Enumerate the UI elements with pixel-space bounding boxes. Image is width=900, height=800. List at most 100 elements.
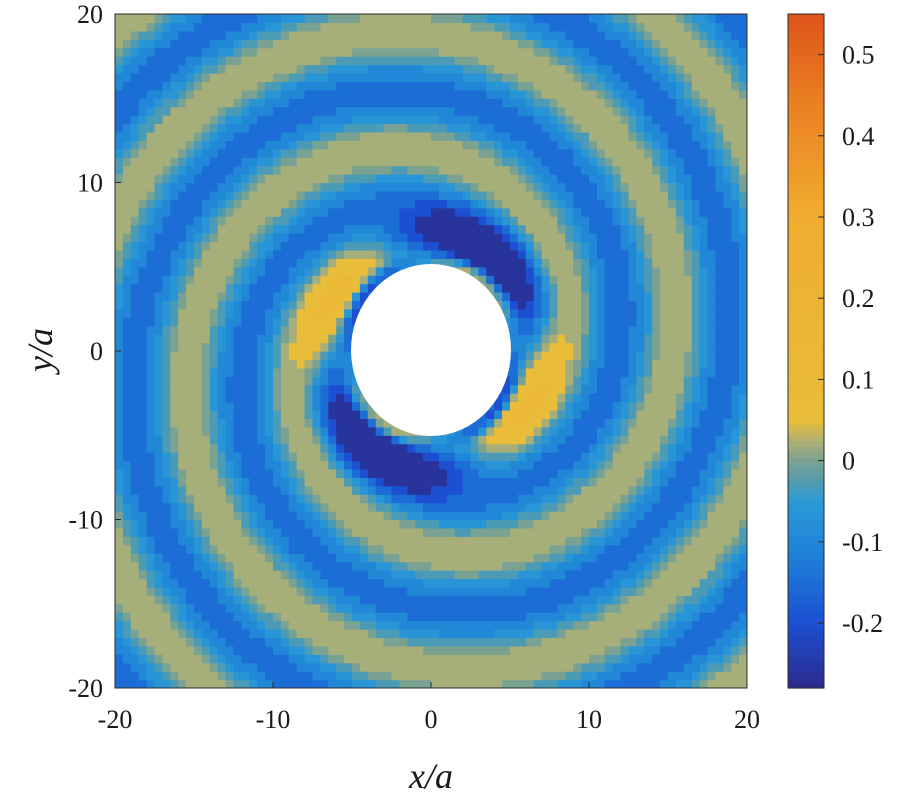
heatmap-cell (217, 376, 227, 386)
heatmap-cell (178, 595, 187, 605)
heatmap-cell (549, 64, 558, 74)
heatmap-cell (241, 131, 250, 141)
heatmap-cell (596, 595, 606, 605)
heatmap-cell (391, 190, 400, 200)
heatmap-cell (130, 233, 140, 243)
heatmap-cell (122, 325, 132, 335)
heatmap-cell (320, 654, 329, 664)
heatmap-cell (415, 662, 424, 672)
heatmap-cell (257, 477, 266, 487)
heatmap-cell (265, 317, 274, 327)
heatmap-cell (344, 460, 353, 470)
heatmap-cell (146, 123, 156, 133)
heatmap-cell (201, 14, 211, 24)
heatmap-cell (288, 292, 298, 302)
heatmap-cell (233, 452, 242, 462)
heatmap-cell (502, 22, 511, 32)
heatmap-cell (541, 586, 551, 596)
heatmap-cell (470, 586, 479, 596)
heatmap-cell (233, 292, 242, 302)
heatmap-cell (296, 359, 306, 369)
heatmap-cell (486, 553, 495, 563)
heatmap-cell (438, 174, 448, 184)
heatmap-cell (431, 148, 440, 158)
heatmap-cell (478, 275, 487, 285)
heatmap-cell (541, 645, 551, 655)
heatmap-cell (604, 603, 614, 613)
heatmap-cell (462, 216, 472, 226)
heatmap-cell (391, 224, 400, 234)
heatmap-cell (573, 14, 582, 24)
heatmap-cell (344, 393, 353, 403)
heatmap-cell (517, 654, 527, 664)
heatmap-cell (533, 671, 543, 681)
heatmap-cell (407, 511, 416, 521)
heatmap-cell (201, 629, 211, 639)
heatmap-cell (359, 452, 369, 462)
heatmap-cell (186, 359, 195, 369)
heatmap-cell (320, 485, 329, 495)
heatmap-cell (328, 64, 337, 74)
heatmap-cell (533, 72, 543, 82)
heatmap-cell (423, 233, 432, 243)
heatmap-cell (201, 140, 211, 150)
heatmap-cell (336, 224, 345, 234)
heatmap-cell (391, 199, 400, 209)
heatmap-cell (431, 224, 440, 234)
heatmap-cell (296, 224, 306, 234)
heatmap-cell (122, 359, 132, 369)
heatmap-cell (296, 39, 306, 49)
heatmap-cell (225, 536, 235, 546)
heatmap-cell (407, 131, 416, 141)
heatmap-cell (581, 174, 590, 184)
heatmap-cell (304, 460, 314, 470)
heatmap-cell (359, 157, 369, 167)
heatmap-cell (502, 654, 511, 664)
heatmap-cell (423, 81, 432, 91)
heatmap-cell (510, 98, 519, 108)
heatmap-cell (201, 224, 211, 234)
heatmap-cell (383, 199, 393, 209)
heatmap-cell (573, 131, 582, 141)
heatmap-cell (462, 511, 472, 521)
heatmap-cell (407, 140, 416, 150)
heatmap-cell (170, 275, 179, 285)
heatmap-cell (352, 662, 361, 672)
heatmap-cell (549, 586, 558, 596)
heatmap-cell (288, 502, 298, 512)
heatmap-cell (502, 536, 511, 546)
heatmap-cell (273, 553, 282, 563)
heatmap-cell (178, 334, 187, 344)
heatmap-cell (170, 578, 179, 588)
heatmap-cell (201, 393, 211, 403)
heatmap-cell (454, 662, 464, 672)
heatmap-cell (352, 477, 361, 487)
heatmap-cell (407, 241, 416, 251)
heatmap-cell (525, 384, 535, 394)
heatmap-cell (115, 426, 124, 436)
heatmap-cell (494, 401, 503, 411)
heatmap-cell (604, 477, 614, 487)
heatmap-cell (304, 553, 314, 563)
heatmap-cell (257, 620, 266, 630)
heatmap-cell (209, 511, 219, 521)
heatmap-cell (557, 359, 566, 369)
heatmap-cell (312, 468, 321, 478)
heatmap-cell (304, 47, 314, 57)
heatmap-cell (209, 72, 219, 82)
heatmap-cell (178, 679, 187, 688)
heatmap-cell (320, 98, 329, 108)
heatmap-cell (312, 241, 321, 251)
heatmap-cell (225, 199, 235, 209)
heatmap-cell (596, 502, 606, 512)
heatmap-cell (415, 671, 424, 681)
heatmap-cell (328, 115, 337, 125)
heatmap-cell (596, 258, 606, 268)
heatmap-cell (431, 477, 440, 487)
heatmap-cell (186, 409, 195, 419)
heatmap-cell (470, 174, 479, 184)
heatmap-cell (367, 654, 377, 664)
heatmap-cell (541, 409, 551, 419)
heatmap-cell (478, 637, 487, 647)
heatmap-cell (257, 367, 266, 377)
